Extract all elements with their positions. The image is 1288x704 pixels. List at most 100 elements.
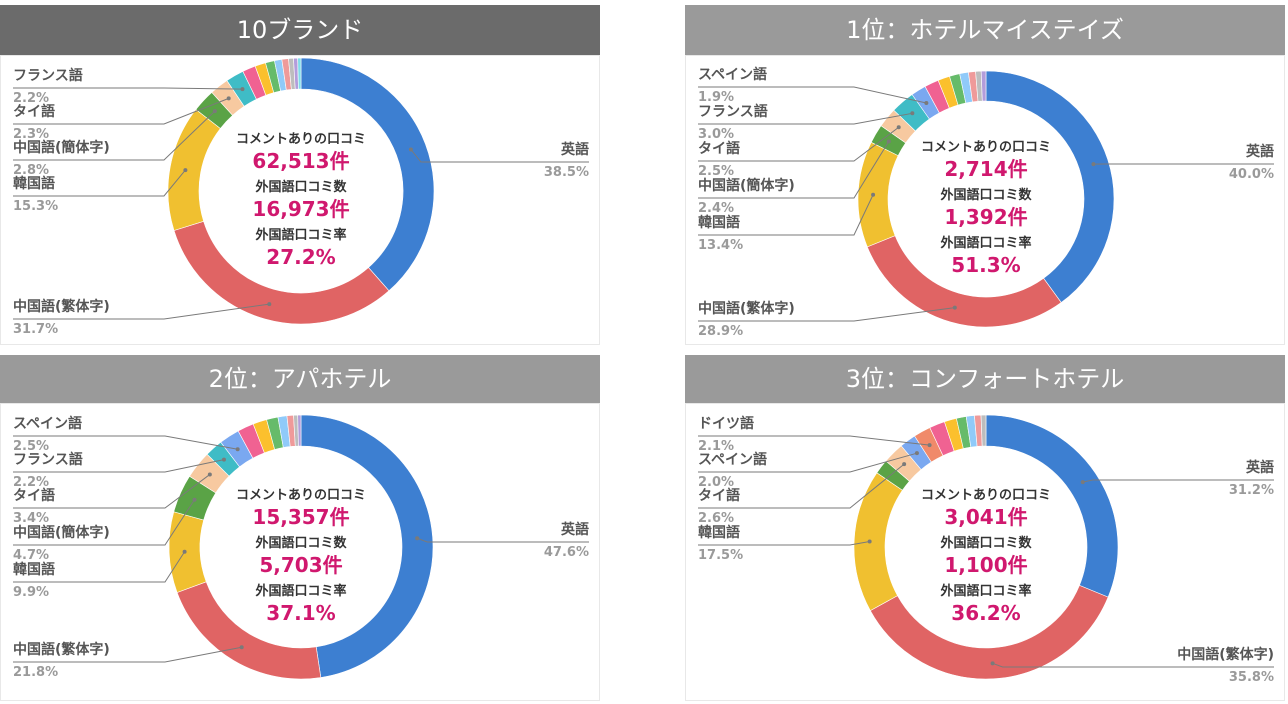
leader-dot (240, 87, 244, 91)
center-value: 37.1% (266, 601, 335, 625)
panel-title: 2位：アパホテル (0, 355, 600, 403)
center-label: コメントありの口コミ (236, 488, 366, 503)
donut-chart: スペイン語2.5%フランス語2.2%タイ語3.4%中国語(簡体字)4.7%韓国語… (1, 404, 601, 704)
center-label: コメントありの口コミ (921, 140, 1051, 155)
slice-label: 中国語(繁体字) (1177, 646, 1274, 663)
panel-title: 3位：コンフォートホテル (685, 355, 1285, 403)
center-label: 外国語口コミ数 (939, 187, 1032, 203)
slice-value-label: 31.2% (1229, 483, 1274, 498)
leader-dot (897, 125, 901, 129)
donut-chart: フランス語2.2%タイ語2.3%中国語(簡体字)2.8%韓国語15.3%中国語(… (1, 56, 601, 356)
slice-value-label: 15.3% (13, 199, 58, 214)
center-value: 51.3% (951, 253, 1020, 277)
leader-dot (887, 139, 891, 143)
slice-value-label: 38.5% (544, 165, 589, 180)
panel-title: 10ブランド (0, 5, 600, 55)
slice-label: ドイツ語 (698, 415, 754, 432)
slice-value-label: 21.8% (13, 665, 58, 680)
leader-dot (193, 498, 197, 502)
slice-label: 中国語(簡体字) (698, 177, 795, 194)
center-label: 外国語口コミ率 (254, 227, 346, 243)
slice-label: 中国語(繁体字) (13, 298, 110, 315)
slice-label: タイ語 (13, 487, 55, 504)
panel-title: 1位：ホテルマイステイズ (685, 5, 1285, 55)
slice-label: タイ語 (698, 487, 740, 504)
leader-dot (928, 443, 932, 447)
leader-dot (267, 302, 271, 306)
center-value: 62,513件 (252, 149, 349, 173)
slice-label: 英語 (1245, 143, 1274, 160)
slice-label: スペイン語 (13, 415, 82, 432)
leader-dot (924, 101, 928, 105)
leader-dot (910, 111, 914, 115)
pie-slice (854, 473, 902, 611)
leader-line (698, 542, 870, 545)
slice-value-label: 13.4% (698, 238, 743, 253)
center-value: 15,357件 (252, 505, 349, 529)
slice-label: フランス語 (13, 451, 83, 468)
leader-dot (991, 661, 995, 665)
center-label: 外国語口コミ数 (254, 179, 347, 195)
pie-slice (168, 109, 220, 230)
slice-label: スペイン語 (698, 66, 767, 83)
slice-label: 韓国語 (13, 175, 55, 192)
center-value: 1,392件 (944, 205, 1027, 229)
slice-label: 中国語(簡体字) (13, 139, 110, 156)
leader-line (1083, 480, 1274, 482)
slice-value-label: 2.6% (698, 511, 734, 526)
center-label: 外国語口コミ率 (254, 583, 346, 599)
slice-value-label: 35.8% (1229, 670, 1274, 685)
center-label: コメントありの口コミ (921, 488, 1051, 503)
leader-dot (213, 109, 217, 113)
leader-dot (871, 193, 875, 197)
slice-value-label: 2.5% (698, 164, 734, 179)
leader-dot (1081, 480, 1085, 484)
slice-value-label: 3.0% (698, 127, 734, 142)
leader-line (417, 538, 589, 542)
leader-line (13, 88, 242, 89)
center-value: 27.2% (266, 245, 335, 269)
slice-label: 中国語(簡体字) (13, 524, 110, 541)
leader-dot (240, 645, 244, 649)
slice-value-label: 4.7% (13, 548, 49, 563)
slice-label: 韓国語 (698, 524, 740, 541)
slice-label: 英語 (1245, 459, 1274, 476)
leader-dot (953, 306, 957, 310)
slice-value-label: 3.4% (13, 511, 49, 526)
leader-dot (236, 447, 240, 451)
center-value: 1,100件 (944, 553, 1027, 577)
center-label: 外国語口コミ率 (939, 235, 1031, 251)
slice-value-label: 28.9% (698, 324, 743, 339)
slice-value-label: 9.9% (13, 585, 49, 600)
pie-slice (169, 512, 206, 593)
slice-value-label: 31.7% (13, 322, 58, 337)
slice-label: タイ語 (698, 140, 740, 157)
slice-value-label: 17.5% (698, 548, 743, 563)
slice-label: 中国語(繁体字) (698, 300, 795, 317)
slice-value-label: 2.4% (698, 201, 734, 216)
pie-slice (981, 71, 986, 101)
pie-slice (298, 415, 301, 446)
slice-label: タイ語 (13, 103, 55, 120)
center-value: 3,041件 (944, 505, 1027, 529)
slice-label: 英語 (560, 141, 589, 158)
leader-dot (208, 472, 212, 476)
slice-value-label: 1.9% (698, 90, 734, 105)
center-value: 16,973件 (252, 197, 349, 221)
slice-label: フランス語 (698, 103, 768, 120)
leader-dot (915, 451, 919, 455)
slice-label: 韓国語 (13, 561, 55, 578)
center-value: 2,714件 (944, 157, 1027, 181)
center-value: 5,703件 (259, 553, 342, 577)
slice-value-label: 47.6% (544, 545, 589, 560)
leader-dot (415, 536, 419, 540)
center-value: 36.2% (951, 601, 1020, 625)
